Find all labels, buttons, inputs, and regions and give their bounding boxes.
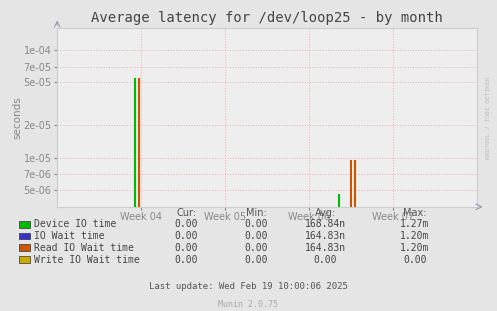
Text: 1.27m: 1.27m — [400, 219, 430, 229]
Text: 0.00: 0.00 — [174, 231, 198, 241]
Title: Average latency for /dev/loop25 - by month: Average latency for /dev/loop25 - by mon… — [91, 12, 443, 26]
Text: 164.83n: 164.83n — [305, 231, 346, 241]
Text: 0.00: 0.00 — [174, 255, 198, 265]
Text: 0.00: 0.00 — [244, 255, 268, 265]
Text: 0.00: 0.00 — [314, 255, 337, 265]
Text: 1.20m: 1.20m — [400, 243, 430, 253]
Text: Munin 2.0.75: Munin 2.0.75 — [219, 300, 278, 309]
Text: 0.00: 0.00 — [244, 243, 268, 253]
Text: Device IO time: Device IO time — [34, 219, 116, 229]
Text: Last update: Wed Feb 19 10:00:06 2025: Last update: Wed Feb 19 10:00:06 2025 — [149, 282, 348, 291]
Text: Write IO Wait time: Write IO Wait time — [34, 255, 140, 265]
Text: IO Wait time: IO Wait time — [34, 231, 104, 241]
Text: 0.00: 0.00 — [174, 243, 198, 253]
Text: 164.83n: 164.83n — [305, 243, 346, 253]
Text: Read IO Wait time: Read IO Wait time — [34, 243, 134, 253]
Text: 1.20m: 1.20m — [400, 231, 430, 241]
Text: 0.00: 0.00 — [174, 219, 198, 229]
Text: 0.00: 0.00 — [244, 219, 268, 229]
Text: 0.00: 0.00 — [244, 231, 268, 241]
Text: RRDTOOL / TOBI OETIKER: RRDTOOL / TOBI OETIKER — [486, 77, 491, 160]
Text: Min:: Min: — [246, 208, 266, 218]
Y-axis label: seconds: seconds — [12, 96, 22, 139]
Text: 0.00: 0.00 — [403, 255, 427, 265]
Text: Avg:: Avg: — [315, 208, 336, 218]
Text: 168.84n: 168.84n — [305, 219, 346, 229]
Text: Cur:: Cur: — [176, 208, 196, 218]
Text: Max:: Max: — [403, 208, 427, 218]
